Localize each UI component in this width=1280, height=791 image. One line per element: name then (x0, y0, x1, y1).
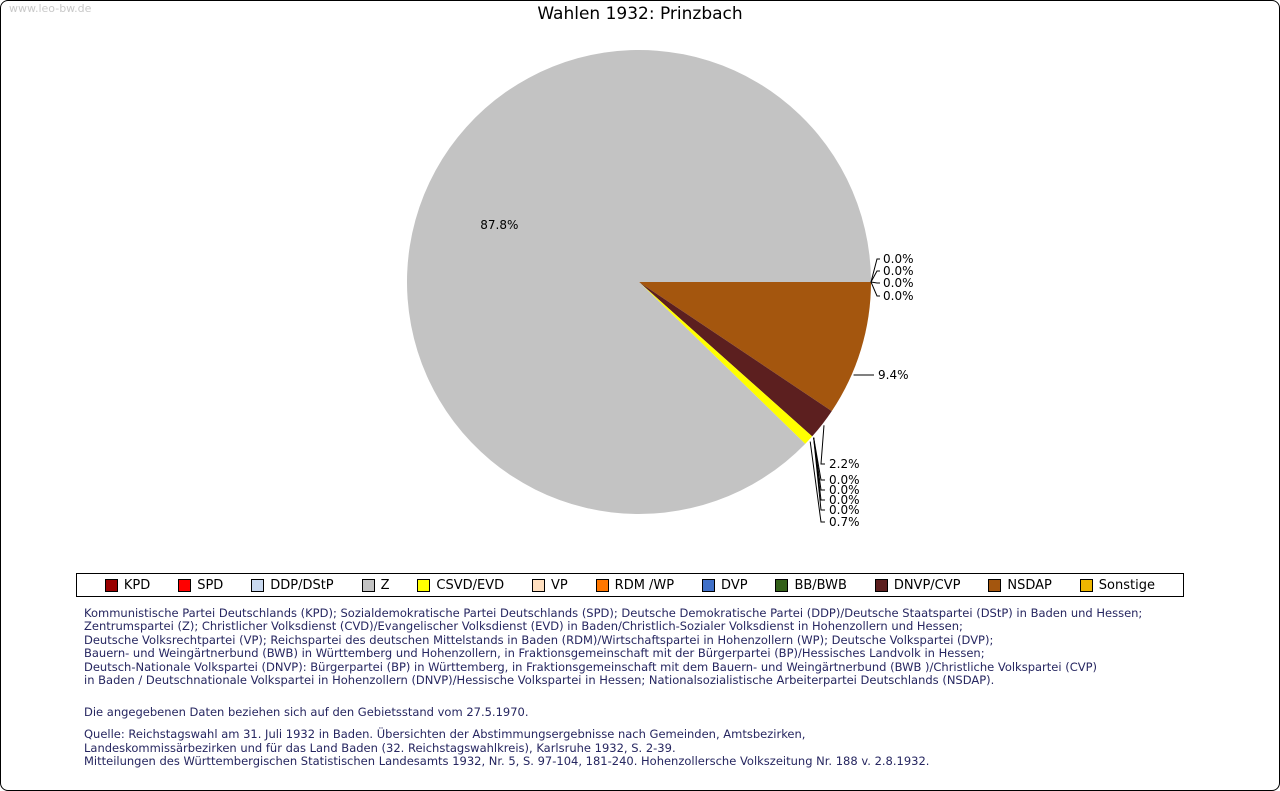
source-note: Quelle: Reichstagswahl am 31. Juli 1932 … (84, 727, 930, 769)
pie-value-label-spd: 0.0% (883, 264, 914, 278)
legend-item-rdm-wp: RDM /WP (595, 577, 675, 593)
legend-label: RDM /WP (614, 577, 675, 593)
legend-item-bb-bwb: BB/BWB (775, 577, 847, 593)
legend-label: Z (380, 577, 390, 593)
pie-slice-dnvp-cvp (639, 282, 832, 437)
legend-swatch-z (361, 578, 375, 592)
pie-value-label-rdm-wp: 0.0% (829, 493, 860, 507)
legend-swatch-sonstige (1079, 578, 1093, 592)
legend-label: CSVD/EVD (436, 577, 505, 593)
legend-swatch-kpd (104, 578, 118, 592)
legend-swatch-dvp (702, 578, 716, 592)
legend-swatch-nsdap (988, 578, 1002, 592)
legend-swatch-dnvp-cvp (874, 578, 888, 592)
legend-item-z: Z (361, 577, 390, 593)
pie-value-label-kpd: 0.0% (883, 252, 914, 266)
leader-line-csvd-evd (809, 441, 825, 523)
legend-label: BB/BWB (794, 577, 847, 593)
pie-slice-z (407, 50, 871, 515)
notes: Kommunistische Partei Deutschlands (KPD)… (84, 606, 1249, 769)
legend-swatch-spd (178, 578, 192, 592)
pie-chart: 87.8%0.0%0.0%0.0%0.0%9.4%2.2%0.0%0.0%0.0… (407, 50, 914, 529)
leader-line-ddp-dstp (870, 281, 880, 284)
legend-label: DVP (721, 577, 748, 593)
legend-swatch-bb-bwb (775, 578, 789, 592)
legend-item-dvp: DVP (702, 578, 748, 593)
pie-slice-csvd-evd (639, 282, 813, 444)
page-title: Wahlen 1932: Prinzbach (537, 4, 743, 24)
pie-value-label-ddp-dstp: 0.0% (883, 276, 914, 290)
legend-label: DDP/DStP (270, 577, 334, 593)
legend-label: KPD (123, 577, 151, 593)
territory-note: Die angegebenen Daten beziehen sich auf … (84, 704, 529, 719)
legend-item-dnvp-cvp: DNVP/CVP (874, 577, 961, 593)
legend-item-nsdap: NSDAP (988, 578, 1052, 593)
leader-line-vp (813, 437, 825, 511)
pie-value-label-z: 87.8% (480, 218, 518, 232)
legend-item-kpd: KPD (104, 577, 151, 593)
legend-swatch-rdm-wp (595, 578, 609, 592)
legend-swatch-csvd-evd (417, 578, 431, 592)
leader-line-kpd (870, 258, 880, 283)
pie-value-label-vp: 0.0% (829, 503, 860, 517)
pie-slice-nsdap (639, 282, 871, 412)
pie-value-label-dvp: 0.0% (829, 483, 860, 497)
legend-label: VP (551, 577, 568, 593)
pie-value-label-sonstige: 0.0% (883, 289, 914, 303)
pie-value-label-nsdap: 9.4% (878, 368, 909, 382)
legend-item-csvd-evd: CSVD/EVD (417, 578, 504, 593)
legend-swatch-vp (532, 578, 546, 592)
legend-swatch-ddp-dstp (251, 578, 265, 592)
party-abbreviations-note: Kommunistische Partei Deutschlands (KPD)… (84, 606, 1143, 688)
pie-value-label-csvd-evd: 0.7% (829, 515, 860, 529)
legend-item-sonstige: Sonstige (1079, 577, 1155, 593)
legend: KPD SPD DDP/DStP Z CSVD/EVD VP RDM /WP DVP BB/BW… (76, 573, 1184, 597)
legend-item-vp: VP (532, 578, 568, 593)
pie-value-label-bb-bwb: 0.0% (829, 473, 860, 487)
pie-value-label-dnvp-cvp: 2.2% (829, 457, 860, 471)
watermark: www.leo-bw.de (9, 2, 92, 15)
legend-label: SPD (197, 577, 224, 593)
leader-line-dnvp-cvp (820, 425, 825, 465)
legend-label: Sonstige (1098, 577, 1155, 593)
legend-label: DNVP/CVP (893, 577, 961, 593)
leader-line-spd (870, 270, 880, 283)
leader-line-sonstige (870, 281, 880, 297)
legend-item-spd: SPD (178, 578, 223, 593)
legend-item-ddp-dstp: DDP/DStP (251, 577, 334, 593)
legend-label: NSDAP (1007, 577, 1052, 593)
